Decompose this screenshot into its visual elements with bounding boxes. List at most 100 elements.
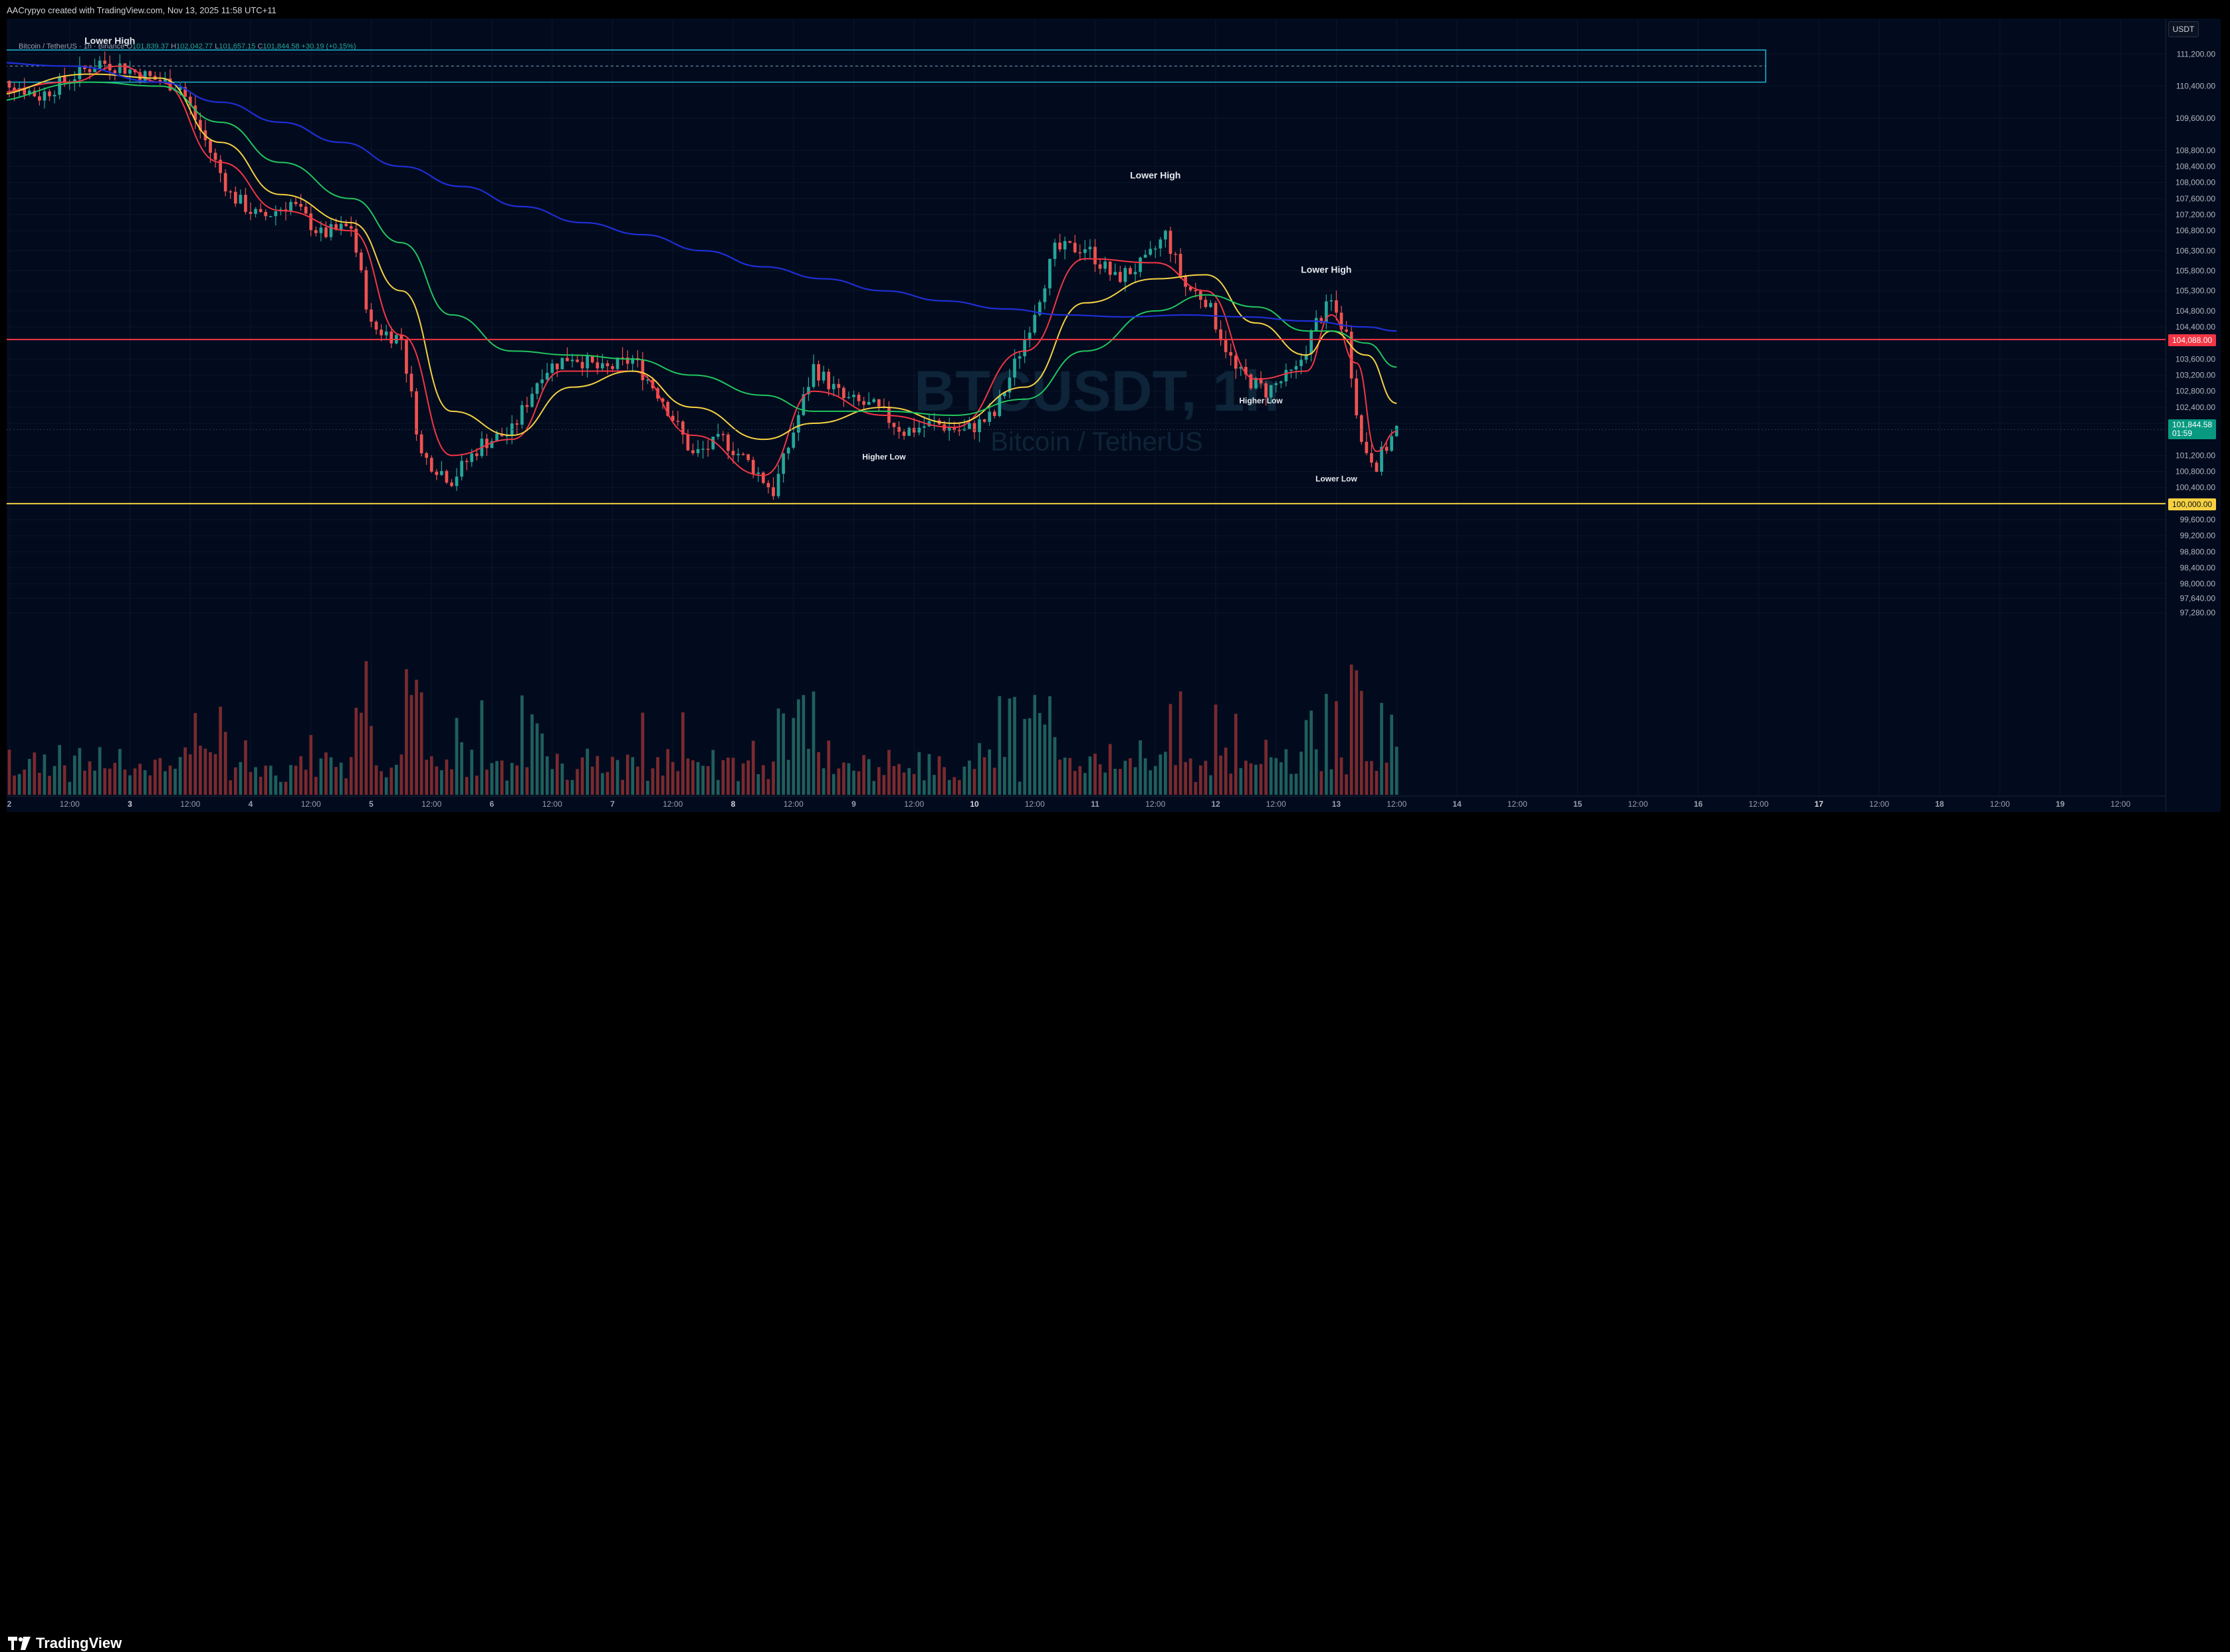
candle-body (907, 428, 911, 436)
tradingview-logo[interactable]: TradingView (8, 1635, 122, 1652)
candle-body (1204, 300, 1208, 307)
candle-body (691, 450, 695, 453)
price-tick-label: 107,600.00 (2175, 194, 2215, 203)
time-tick-label: 12 (1211, 799, 1220, 809)
volume-bar (334, 767, 338, 795)
volume-bar (520, 695, 524, 795)
candle-body (1234, 356, 1238, 369)
volume-bar (978, 743, 981, 795)
time-tick-label: 7 (610, 799, 615, 809)
volume-bar (923, 780, 926, 795)
volume-bar (455, 718, 459, 795)
legend-high-label: H (171, 43, 177, 51)
volume-bar (786, 760, 790, 795)
volume-bar (1345, 774, 1348, 795)
volume-bar (1304, 720, 1308, 795)
volume-bar (178, 757, 182, 795)
candles (7, 51, 1398, 500)
candle-body (254, 209, 257, 214)
volume-bar (676, 771, 680, 795)
volume-bar (1264, 740, 1268, 795)
volume-bar (716, 779, 720, 795)
volume-bar (475, 775, 479, 795)
price-axis[interactable]: 111,200.00 110,400.00 109,600.00 108,800.00… (2166, 19, 2221, 812)
chart-area[interactable]: BTCUSDT, 1h Bitcoin / TetherUS Lower Hig… (7, 19, 2220, 812)
candle-body (515, 423, 519, 425)
candle-body (686, 434, 690, 451)
volume-bar (13, 775, 16, 795)
candle-body (1093, 247, 1097, 264)
candle-body (319, 227, 323, 233)
candle-body (998, 396, 1002, 416)
candle-body (58, 76, 61, 95)
volume-bar (48, 775, 51, 795)
volume-bar (339, 762, 343, 795)
volume-bar (933, 775, 936, 795)
candle-body (1113, 272, 1117, 275)
volume-bar (726, 758, 730, 795)
volume-bar (852, 770, 855, 795)
price-chart[interactable]: BTCUSDT, 1h Bitcoin / TetherUS Lower Hig… (7, 19, 2220, 812)
candle-body (1008, 377, 1012, 393)
candle-body (1043, 288, 1047, 302)
volume-bar (776, 708, 780, 795)
volume-bar (1083, 773, 1087, 795)
volume-bar (782, 713, 785, 795)
volume-bar (1289, 774, 1293, 795)
time-tick-label: 12:00 (180, 799, 200, 809)
candle-body (43, 91, 47, 101)
volume-bar (1229, 774, 1233, 795)
volume-bar (239, 762, 243, 795)
candle-body (1058, 243, 1061, 250)
volume-bar (912, 774, 916, 795)
volume-bar (23, 770, 27, 795)
volume-bar (148, 775, 152, 795)
volume-bar (249, 772, 253, 795)
candle-body (128, 69, 132, 74)
candle-body (1194, 290, 1198, 292)
time-tick-label: 16 (1694, 799, 1703, 809)
candle-body (1244, 367, 1248, 375)
candle-body (178, 87, 182, 90)
candle-body (1380, 447, 1383, 472)
volume-bar (244, 740, 247, 795)
volume-bar (560, 764, 564, 795)
time-tick-label: 12:00 (1145, 799, 1165, 809)
volume-bar (123, 770, 127, 795)
candle-body (1355, 378, 1359, 415)
candle-body (731, 451, 735, 455)
candle-body (560, 358, 564, 369)
volume-bar (927, 754, 931, 795)
volume-bar (1184, 762, 1187, 795)
volume-bar (1143, 758, 1147, 795)
volume-bar (269, 766, 273, 795)
volume-bar (480, 700, 484, 795)
annotation-label: Lower High (1130, 170, 1180, 181)
candle-body (495, 433, 499, 441)
volume-bar (982, 757, 986, 795)
currency-selector[interactable]: USDT (2168, 21, 2199, 37)
volume-bar (1274, 758, 1278, 795)
candle-body (1184, 275, 1187, 287)
volume-bar (183, 747, 187, 795)
candle-body (1038, 302, 1042, 315)
candle-body (520, 405, 524, 425)
candle-body (164, 78, 167, 82)
candle-body (1319, 318, 1323, 323)
time-tick-label: 19 (2056, 799, 2065, 809)
volume-bar (27, 759, 31, 795)
candle-body (566, 358, 569, 361)
volume-bar (807, 748, 810, 795)
volume-bar (937, 756, 941, 795)
candle-body (1139, 257, 1142, 272)
volume-bar (1159, 754, 1163, 795)
legend-close: 101,844.58 (263, 43, 300, 51)
volume-bar (972, 769, 976, 795)
candle-body (485, 439, 489, 449)
candle-body (621, 358, 624, 359)
supply-zone (7, 49, 1767, 83)
volume-bar (108, 768, 112, 795)
candle-body (625, 358, 629, 364)
candle-body (1103, 261, 1107, 269)
candle-body (615, 358, 619, 369)
